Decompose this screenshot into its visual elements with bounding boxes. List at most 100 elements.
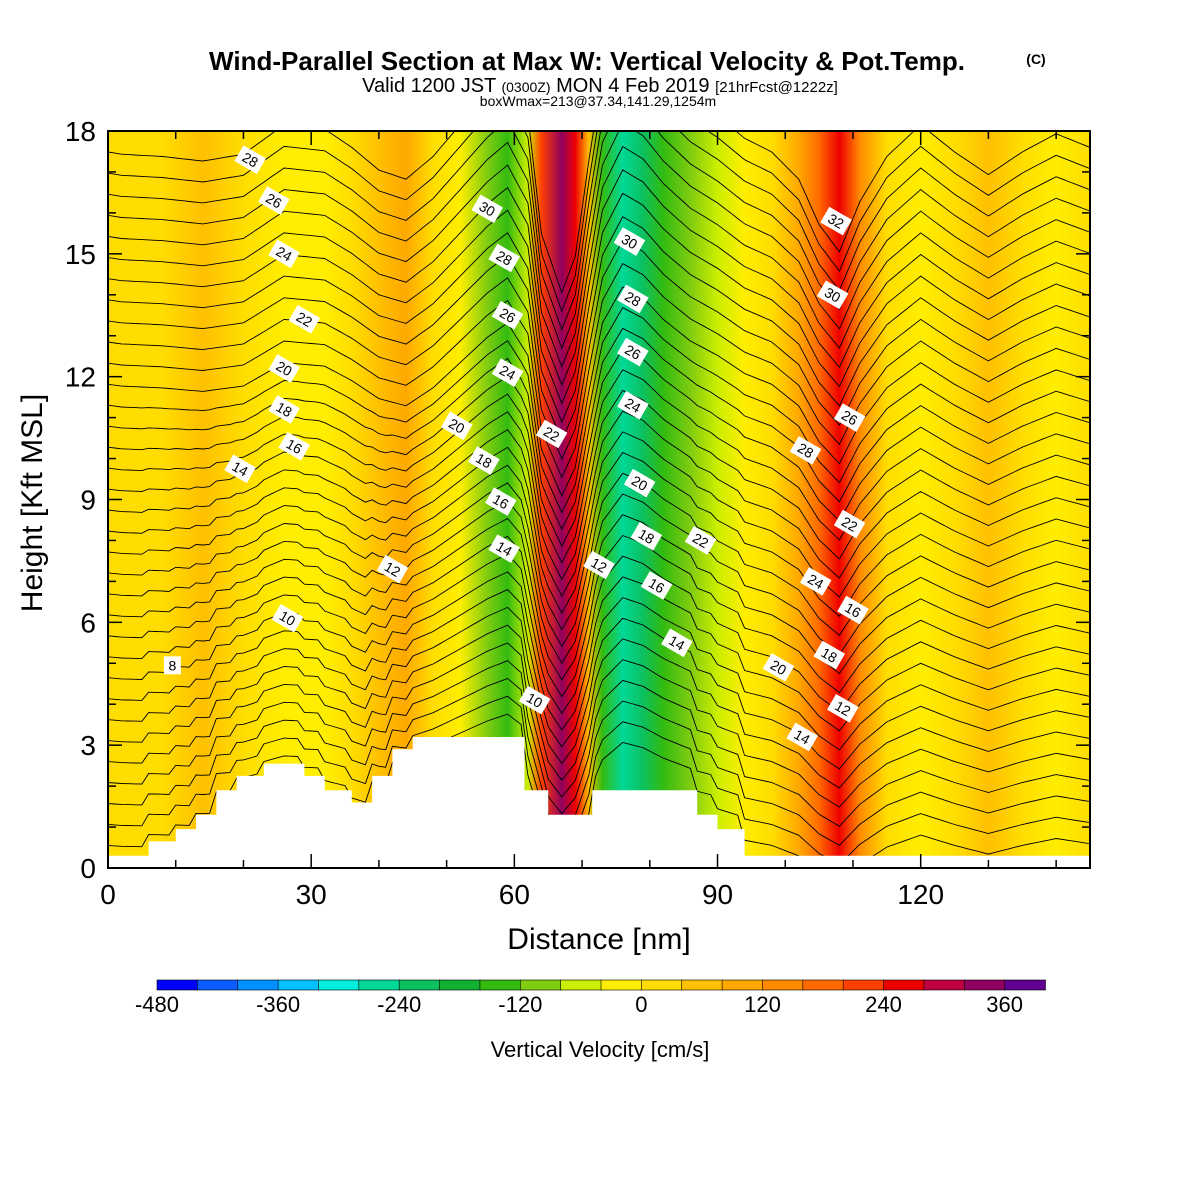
contour-label-text: 22 [541, 423, 563, 445]
y-tick-label: 12 [65, 362, 96, 393]
theta-contour-line [108, 695, 1090, 865]
contour-label: 12 [583, 550, 615, 580]
contour-label-box [837, 595, 869, 625]
contour-label-text: 20 [273, 358, 295, 380]
contour-label-text: 24 [497, 362, 519, 384]
contour-label: 20 [441, 411, 473, 441]
contour-label: 16 [278, 431, 310, 461]
colorbar-title: Vertical Velocity [cm/s] [491, 1037, 710, 1062]
y-tick-label: 18 [65, 116, 96, 147]
contour-label-box [535, 419, 568, 449]
contour-label-box [617, 284, 649, 314]
contour-label: 18 [468, 446, 500, 475]
valid-prefix: Valid 1200 JST [362, 75, 496, 97]
contour-label: 16 [837, 595, 869, 625]
colorbar-swatch [519, 979, 562, 991]
contour-label-text: 30 [822, 284, 844, 306]
contour-label-text: 16 [646, 575, 668, 597]
colorbar-label: 120 [744, 992, 781, 1017]
contour-label: 18 [813, 640, 846, 670]
contour-label-box [491, 300, 524, 330]
colorbar-swatch [439, 979, 481, 991]
contour-label-box [799, 567, 832, 596]
contour-label: 14 [661, 628, 693, 658]
contour-label-text: 14 [666, 632, 688, 654]
contour-label-text: 26 [839, 407, 861, 429]
theta-contour-line [108, 553, 1090, 715]
theta-contour-line [108, 431, 1090, 614]
colorbar-swatch [318, 979, 360, 991]
colorbar-labels: -480 -360 -240 -120 0 120 240 360 [135, 992, 1023, 1017]
contour-label-box [258, 186, 290, 215]
y-tick-label: 0 [80, 853, 96, 884]
contour-label-box [617, 391, 649, 420]
contour-label-box [491, 358, 524, 387]
contour-label-text: 26 [263, 190, 285, 212]
x-axis-title: Distance [nm] [507, 923, 690, 956]
theta-contour-line [108, 493, 1090, 664]
contour-label-text: 20 [768, 657, 790, 679]
contour-label: 20 [762, 653, 795, 682]
colorbar-swatch [237, 979, 279, 991]
y-tick-label: 15 [65, 239, 96, 270]
theta-contour-line [108, 307, 1090, 514]
contour-label-box [468, 446, 500, 475]
contour-label-text: 12 [832, 697, 854, 719]
contour-label: 22 [684, 526, 717, 555]
theta-contour-line [108, 624, 1090, 789]
theta-contour-line [108, 571, 1090, 732]
theta-contour-line [108, 452, 1090, 631]
contour-label-box [488, 534, 520, 563]
contour-label: 14 [224, 454, 256, 484]
x-tick-label: 60 [499, 879, 530, 910]
contour-label-text: 14 [229, 458, 251, 480]
contour-label-box [661, 628, 693, 658]
contour-label-box [278, 431, 310, 461]
contour-label-text: 18 [473, 450, 495, 472]
theta-contour-line [108, 514, 1090, 681]
contour-label: 16 [640, 571, 673, 600]
contour-label-text: 14 [493, 538, 515, 560]
contour-label-text: 16 [842, 599, 864, 621]
colorbar-label: -120 [498, 992, 542, 1017]
colorbar-swatch [156, 979, 199, 991]
contour-label-box [640, 571, 673, 600]
contour-label-box [471, 194, 504, 224]
contour-label: 26 [258, 186, 290, 215]
valid-utc: (0300Z) [501, 79, 550, 95]
contour-label: 20 [268, 354, 300, 383]
contour-label-box [820, 206, 852, 236]
contour-label: 12 [376, 554, 409, 584]
contour-label-box [816, 280, 849, 310]
contour-label-box [234, 145, 266, 174]
contour-label: 16 [485, 487, 517, 516]
colorbar-label: -360 [256, 992, 300, 1017]
contour-label: 28 [234, 145, 266, 174]
theta-contour-line [108, 677, 1090, 846]
contour-label-text: 28 [239, 149, 261, 171]
y-axis-ticks: 0 3 6 9 12 15 18 [65, 116, 1090, 884]
contour-label: 10 [518, 685, 551, 715]
contour-label-box [488, 243, 520, 273]
theta-contour-line [108, 131, 1090, 294]
contour-label-box [762, 653, 795, 682]
contour-label-text: 16 [490, 491, 512, 513]
contour-label-text: 20 [629, 472, 651, 494]
contour-label: 14 [488, 534, 520, 563]
colorbar-swatch [883, 979, 925, 991]
contour-label-box [613, 227, 646, 256]
contour-label-box [583, 550, 615, 580]
contour-label-box [268, 239, 300, 269]
contour-label-text: 24 [273, 243, 295, 265]
contour-label-box [813, 640, 846, 670]
terrain-mask [108, 736, 1090, 868]
contour-label-box [268, 395, 300, 424]
contour-label-text: 10 [277, 607, 299, 629]
box-wmax-info: boxWmax=213@37.34,141.29,1254m [480, 93, 716, 109]
contour-label: 28 [789, 436, 822, 465]
contour-label-box [518, 685, 551, 715]
contour-label-box [827, 694, 859, 723]
theta-contour-line [108, 660, 1090, 827]
theta-contour-line [108, 713, 1090, 868]
contour-labels: 2826242220181614121083028262422201816141… [163, 145, 869, 752]
